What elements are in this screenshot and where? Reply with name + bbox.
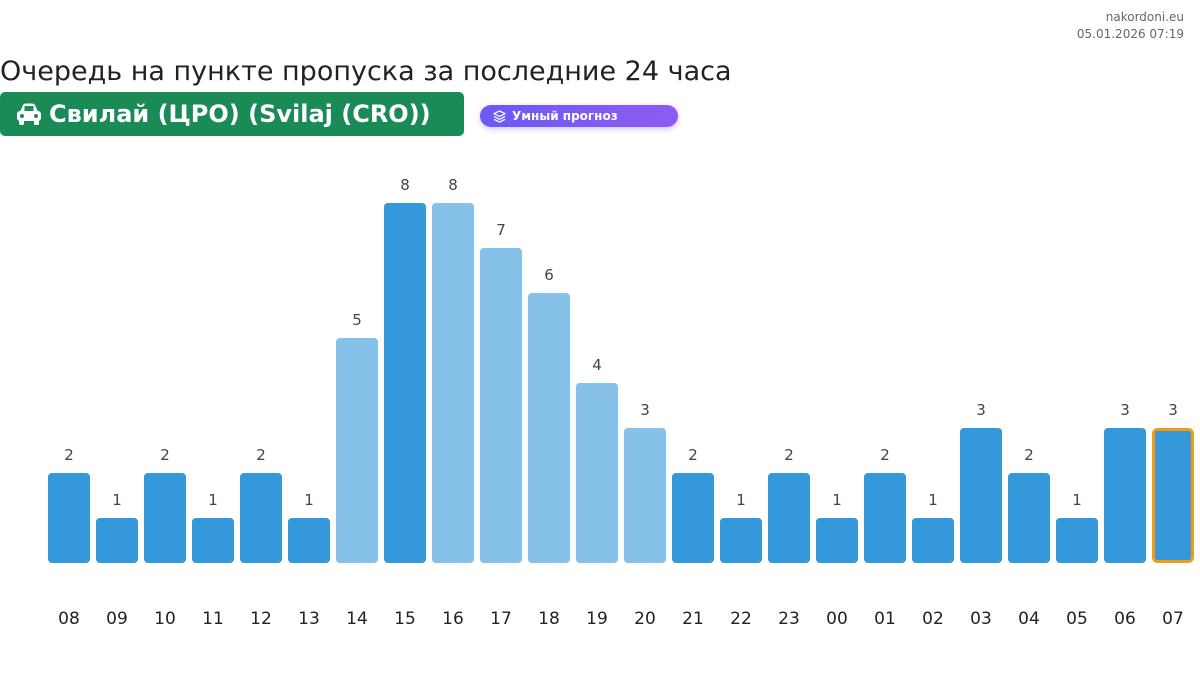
bar — [432, 203, 474, 563]
x-tick-label: 14 — [346, 609, 368, 629]
bar — [960, 428, 1002, 563]
bar-value-label: 6 — [544, 266, 554, 284]
bar-current-hour — [1152, 428, 1194, 563]
x-tick-label: 06 — [1114, 609, 1136, 629]
layers-icon — [493, 109, 506, 123]
bar — [768, 473, 810, 563]
site-info: nakordoni.eu 05.01.2026 07:19 — [1077, 9, 1184, 43]
bar-value-label: 1 — [1072, 491, 1082, 509]
location-name: Свилай (ЦРО) (Svilaj (CRO)) — [49, 100, 431, 128]
bar — [1104, 428, 1146, 563]
x-tick-label: 15 — [394, 609, 416, 629]
bar-value-label: 1 — [208, 491, 218, 509]
x-tick-label: 13 — [298, 609, 320, 629]
bar-value-label: 1 — [112, 491, 122, 509]
bar — [720, 518, 762, 563]
car-icon — [17, 103, 41, 125]
x-tick-label: 09 — [106, 609, 128, 629]
bar-value-label: 1 — [736, 491, 746, 509]
bar — [912, 518, 954, 563]
x-tick-label: 01 — [874, 609, 896, 629]
bar-value-label: 2 — [880, 446, 890, 464]
bar-value-label: 1 — [304, 491, 314, 509]
x-tick-label: 18 — [538, 609, 560, 629]
bar — [1056, 518, 1098, 563]
bar — [288, 518, 330, 563]
bar-value-label: 8 — [400, 176, 410, 194]
page-title: Очередь на пункте пропуска за последние … — [0, 56, 732, 87]
bar — [816, 518, 858, 563]
bar — [96, 518, 138, 563]
bar-value-label: 2 — [1024, 446, 1034, 464]
bar — [576, 383, 618, 563]
x-tick-label: 11 — [202, 609, 224, 629]
bar-value-label: 1 — [928, 491, 938, 509]
bar — [336, 338, 378, 563]
x-tick-label: 03 — [970, 609, 992, 629]
x-tick-label: 19 — [586, 609, 608, 629]
bar — [624, 428, 666, 563]
x-tick-label: 10 — [154, 609, 176, 629]
x-tick-label: 08 — [58, 609, 80, 629]
bar — [48, 473, 90, 563]
x-tick-label: 16 — [442, 609, 464, 629]
site-name: nakordoni.eu — [1105, 10, 1184, 24]
smart-forecast-label: Умный прогноз — [512, 109, 618, 123]
bar-value-label: 1 — [832, 491, 842, 509]
bar — [240, 473, 282, 563]
x-tick-label: 07 — [1162, 609, 1184, 629]
bar-value-label: 2 — [160, 446, 170, 464]
x-tick-label: 02 — [922, 609, 944, 629]
bar-value-label: 4 — [592, 356, 602, 374]
bar — [672, 473, 714, 563]
bar-value-label: 2 — [688, 446, 698, 464]
bar — [480, 248, 522, 563]
bar-value-label: 2 — [64, 446, 74, 464]
bar — [384, 203, 426, 563]
bar-value-label: 5 — [352, 311, 362, 329]
bar — [864, 473, 906, 563]
x-tick-label: 17 — [490, 609, 512, 629]
bar-value-label: 3 — [640, 401, 650, 419]
bar-value-label: 3 — [976, 401, 986, 419]
bar-value-label: 3 — [1120, 401, 1130, 419]
bar-value-label: 2 — [784, 446, 794, 464]
bar — [1008, 473, 1050, 563]
bar-value-label: 7 — [496, 221, 506, 239]
bar-value-label: 2 — [256, 446, 266, 464]
x-tick-label: 21 — [682, 609, 704, 629]
bar-value-label: 8 — [448, 176, 458, 194]
x-tick-label: 20 — [634, 609, 656, 629]
location-badge: Свилай (ЦРО) (Svilaj (CRO)) — [0, 92, 464, 136]
bar — [528, 293, 570, 563]
bar — [144, 473, 186, 563]
bar — [192, 518, 234, 563]
x-tick-label: 12 — [250, 609, 272, 629]
bar-value-label: 3 — [1168, 401, 1178, 419]
x-tick-label: 00 — [826, 609, 848, 629]
x-tick-label: 23 — [778, 609, 800, 629]
x-tick-label: 22 — [730, 609, 752, 629]
timestamp: 05.01.2026 07:19 — [1076, 27, 1184, 41]
smart-forecast-button[interactable]: Умный прогноз — [480, 105, 678, 127]
x-tick-label: 04 — [1018, 609, 1040, 629]
x-tick-label: 05 — [1066, 609, 1088, 629]
